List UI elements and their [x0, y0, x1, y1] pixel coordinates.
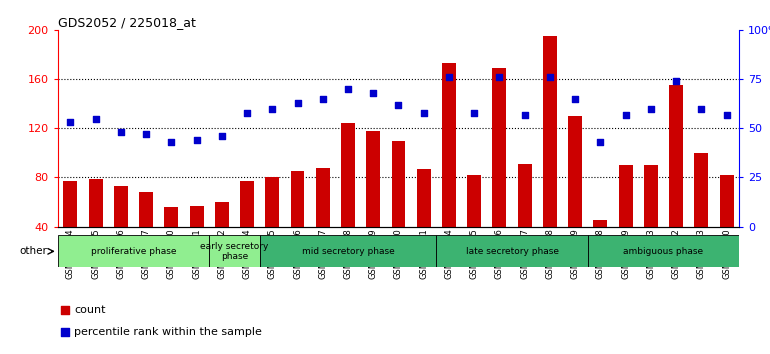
Bar — [568, 116, 582, 227]
Point — [342, 86, 354, 92]
Point — [417, 110, 430, 115]
Point — [89, 116, 102, 121]
Bar — [266, 177, 280, 227]
Point — [165, 139, 177, 145]
Point — [468, 110, 480, 115]
Bar — [63, 181, 77, 227]
Point — [619, 112, 631, 118]
Point — [670, 78, 682, 84]
Bar — [543, 36, 557, 227]
Bar — [437, 235, 588, 267]
Text: late secretory phase: late secretory phase — [466, 247, 558, 256]
Bar — [391, 141, 406, 227]
Text: count: count — [74, 305, 105, 315]
Bar — [442, 63, 456, 227]
Point — [594, 139, 607, 145]
Point — [346, 16, 358, 22]
Point — [544, 74, 556, 80]
Bar — [114, 186, 128, 227]
Bar — [594, 221, 608, 227]
Bar — [695, 153, 708, 227]
Point — [695, 106, 708, 112]
Bar — [720, 175, 734, 227]
Bar — [367, 131, 380, 227]
Point — [216, 133, 228, 139]
Point — [443, 74, 455, 80]
Bar — [669, 85, 683, 227]
Bar — [618, 165, 633, 227]
Bar — [139, 192, 153, 227]
Bar — [259, 235, 437, 267]
Point — [190, 137, 203, 143]
Point — [721, 112, 733, 118]
Bar — [290, 171, 304, 227]
Bar — [493, 68, 507, 227]
Bar — [644, 165, 658, 227]
Text: other: other — [20, 246, 48, 256]
Point — [367, 90, 380, 96]
Bar — [240, 181, 254, 227]
Point — [569, 96, 581, 102]
Text: percentile rank within the sample: percentile rank within the sample — [74, 327, 262, 337]
Bar — [517, 164, 531, 227]
Bar — [417, 169, 430, 227]
Bar — [164, 207, 179, 227]
Point — [316, 96, 329, 102]
Point — [115, 130, 127, 135]
Bar — [316, 167, 330, 227]
Bar — [215, 202, 229, 227]
Point — [392, 102, 404, 108]
Bar — [467, 175, 481, 227]
Text: proliferative phase: proliferative phase — [91, 247, 176, 256]
Bar — [89, 179, 102, 227]
Bar — [588, 235, 739, 267]
Text: early secretory
phase: early secretory phase — [200, 242, 269, 261]
Point — [266, 106, 279, 112]
Point — [241, 110, 253, 115]
Text: GDS2052 / 225018_at: GDS2052 / 225018_at — [58, 16, 196, 29]
Point — [494, 74, 506, 80]
Point — [64, 120, 76, 125]
Text: ambiguous phase: ambiguous phase — [624, 247, 704, 256]
Point — [644, 106, 657, 112]
Text: mid secretory phase: mid secretory phase — [302, 247, 394, 256]
Bar — [209, 235, 259, 267]
Point — [291, 100, 303, 105]
Bar — [58, 235, 209, 267]
Point — [346, 213, 358, 219]
Point — [140, 131, 152, 137]
Bar — [189, 206, 203, 227]
Bar — [341, 124, 355, 227]
Point — [518, 112, 531, 118]
